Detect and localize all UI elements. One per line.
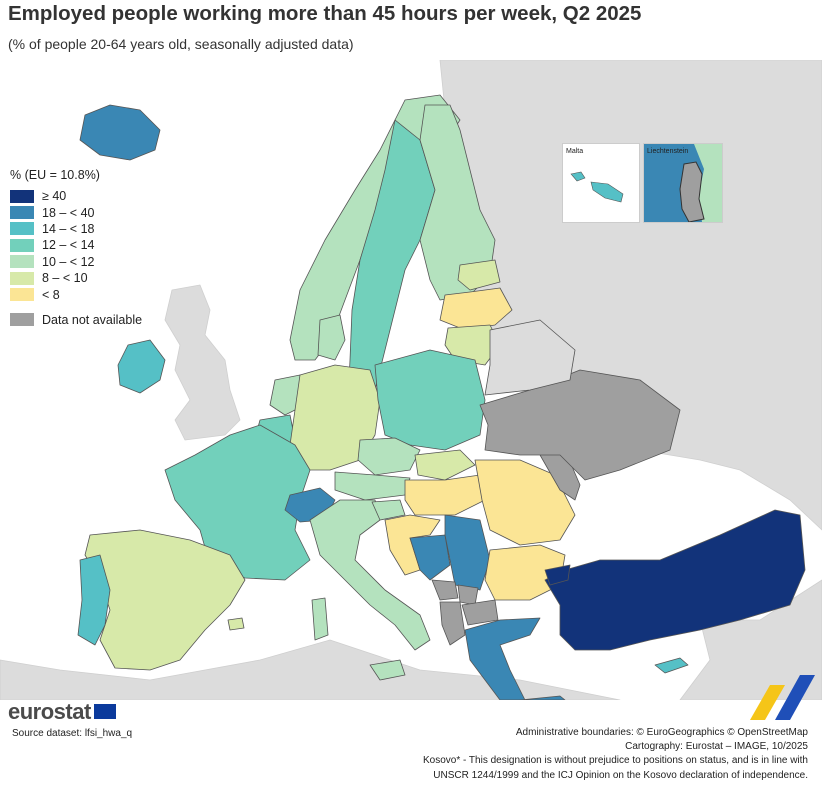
- turkey: [544, 509, 806, 651]
- legend-label: 8 – < 10: [42, 271, 88, 286]
- credit-line: UNSCR 1244/1999 and the ICJ Opinion on t…: [433, 769, 808, 781]
- bosnia-herzegovina: [409, 534, 451, 581]
- map-title: Employed people working more than 45 hou…: [8, 2, 642, 25]
- greece: [464, 617, 541, 700]
- north-africa: [0, 639, 621, 700]
- legend-item: ≥ 40: [10, 188, 142, 204]
- legend-swatch: [10, 222, 34, 236]
- legend-item: 12 – < 14: [10, 237, 142, 253]
- cyprus: [654, 657, 689, 674]
- malta-inset: Malta: [562, 143, 640, 223]
- sicily: [369, 659, 406, 681]
- source-dataset: Source dataset: lfsi_hwa_q: [12, 728, 133, 739]
- malta-shape: [570, 171, 624, 203]
- legend-swatch: [10, 288, 34, 302]
- decorative-stripes: [750, 675, 815, 720]
- legend-swatch: [10, 255, 34, 269]
- legend-label: 12 – < 14: [42, 238, 95, 253]
- czechia: [357, 437, 421, 476]
- albania: [439, 601, 466, 646]
- liechtenstein-inset-label: Liechtenstein: [647, 148, 689, 155]
- legend-label: 10 – < 12: [42, 254, 95, 269]
- sardinia: [311, 597, 329, 641]
- legend-title: % (EU = 10.8%): [10, 168, 100, 182]
- legend-classes: ≥ 40 18 – < 40 14 – < 18 12 – < 14 10 – < 12…: [10, 188, 142, 303]
- malta-inset-label: Malta: [566, 148, 584, 155]
- latvia: [439, 287, 513, 331]
- map-credits: Administrative boundaries: © EuroGeograp…: [423, 726, 808, 783]
- legend-item: 14 – < 18: [10, 221, 142, 237]
- legend-not-available: Data not available: [10, 312, 142, 328]
- credit-line: Cartography: Eurostat – IMAGE, 10/2025: [625, 741, 808, 753]
- credit-line: Administrative boundaries: © EuroGeograp…: [515, 727, 808, 738]
- legend-swatch: [10, 206, 34, 220]
- portugal: [77, 554, 111, 646]
- belarus: [484, 319, 576, 396]
- legend-label: < 8: [42, 287, 60, 302]
- serbia: [444, 514, 491, 591]
- crete: [519, 695, 566, 700]
- legend-swatch: [10, 271, 34, 285]
- legend-item: 10 – < 12: [10, 254, 142, 270]
- middle-east: [679, 579, 822, 700]
- north-macedonia: [461, 599, 499, 626]
- legend-swatch: [10, 238, 34, 252]
- map-subtitle: (% of people 20-64 years old, seasonally…: [8, 36, 354, 52]
- malta-inset-map: [570, 171, 624, 203]
- eurostat-logo-text: eurostat: [8, 699, 91, 724]
- eu-flag-icon: [93, 703, 116, 719]
- slovakia: [414, 449, 476, 481]
- estonia: [457, 259, 501, 291]
- legend-item: 18 – < 40: [10, 204, 142, 220]
- hungary: [404, 474, 486, 516]
- balearic-islands: [227, 617, 245, 631]
- montenegro: [431, 579, 459, 601]
- legend-swatch: [10, 189, 34, 203]
- legend-label: 14 – < 18: [42, 221, 95, 236]
- map-legend: % (EU = 10.8%) ≥ 40 18 – < 40 14 – < 18 12 …: [10, 168, 142, 328]
- austria: [334, 471, 411, 501]
- ireland: [117, 339, 166, 394]
- legend-label-not-available: Data not available: [42, 312, 143, 327]
- liechtenstein-shape: [679, 161, 705, 223]
- poland: [374, 349, 486, 451]
- denmark: [317, 314, 346, 361]
- legend-label: 18 – < 40: [42, 205, 95, 220]
- slovenia: [371, 499, 406, 521]
- ukraine: [479, 369, 681, 481]
- iceland: [79, 104, 161, 161]
- kosovo: [457, 584, 479, 606]
- legend-label: ≥ 40: [42, 189, 67, 204]
- legend-item: 8 – < 10: [10, 270, 142, 286]
- bulgaria: [484, 544, 566, 601]
- france: [164, 424, 311, 581]
- austria-neighbour: [694, 144, 722, 222]
- lithuania: [444, 324, 501, 366]
- turkey-europe: [544, 564, 571, 586]
- eurostat-logo: eurostat: [8, 699, 116, 725]
- credit-line: Kosovo* - This designation is without pr…: [422, 755, 808, 767]
- legend-item: < 8: [10, 286, 142, 302]
- united-kingdom: [164, 284, 241, 441]
- liechtenstein-inset: Liechtenstein: [643, 143, 723, 223]
- liechtenstein-inset-map: [644, 144, 722, 223]
- romania: [474, 459, 576, 546]
- legend-swatch-not-available: [10, 313, 34, 327]
